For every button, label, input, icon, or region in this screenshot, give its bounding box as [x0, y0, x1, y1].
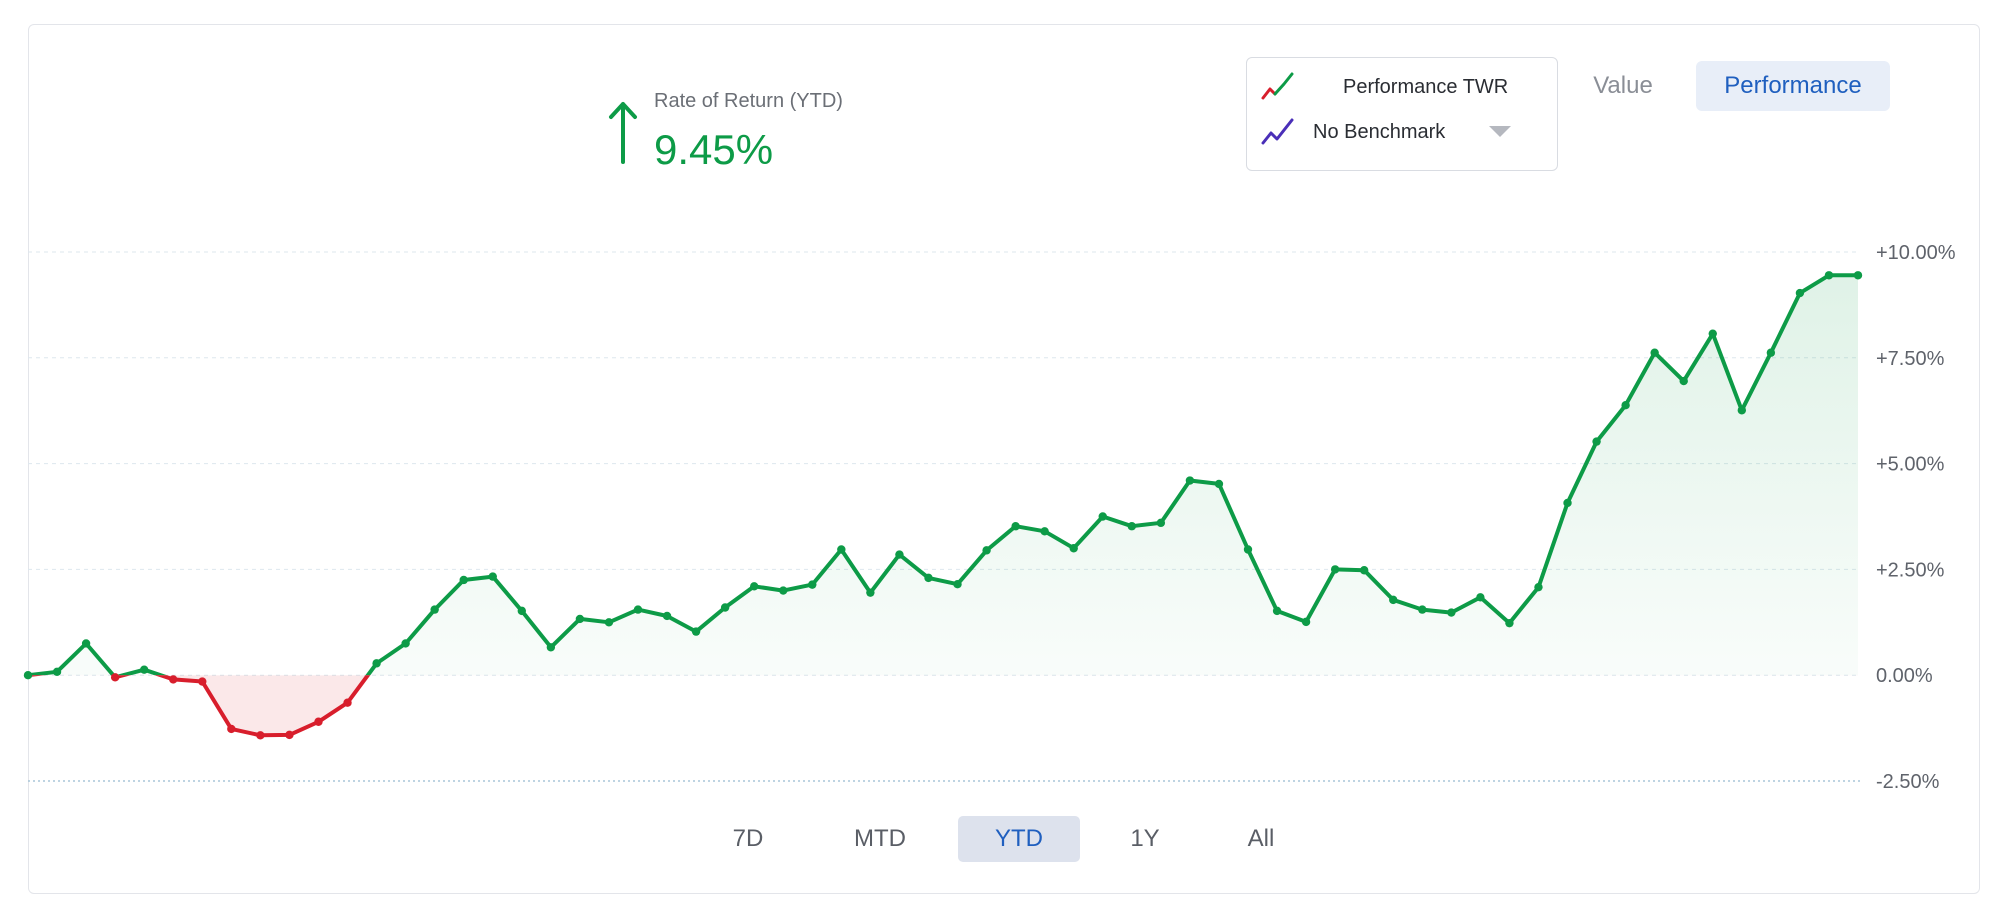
data-point[interactable] [1359, 566, 1369, 575]
data-point[interactable] [662, 611, 672, 621]
data-point[interactable] [1418, 605, 1427, 614]
range-1y-button[interactable]: 1Y [1130, 825, 1160, 852]
data-point[interactable] [1534, 582, 1543, 592]
data-point[interactable] [837, 545, 846, 554]
data-point[interactable] [546, 643, 556, 652]
data-point[interactable] [1592, 437, 1601, 446]
data-point[interactable] [1853, 271, 1863, 280]
series-line-positive [26, 273, 1860, 676]
rate-of-return-value: 9.45% [654, 126, 774, 173]
data-point[interactable] [633, 605, 643, 614]
data-point[interactable] [604, 618, 614, 627]
data-point[interactable] [1214, 479, 1224, 489]
data-point[interactable] [720, 603, 730, 612]
y-tick-label: +2.50% [1876, 559, 1945, 581]
data-point[interactable] [575, 614, 585, 624]
range-7d-button[interactable]: 7D [732, 825, 764, 852]
data-point[interactable] [1708, 329, 1717, 338]
data-point[interactable] [314, 717, 323, 726]
data-point[interactable] [1069, 544, 1078, 553]
range-mtd-button[interactable]: MTD [854, 825, 906, 852]
data-point[interactable] [1795, 288, 1805, 298]
data-point[interactable] [1563, 498, 1572, 508]
y-tick-label: 0.00% [1876, 665, 1933, 687]
legend-label-performance: Performance TWR [1343, 76, 1509, 98]
rate-of-return-label: Rate of Return (YTD) [654, 90, 843, 112]
data-point[interactable] [52, 667, 62, 677]
arrow-up-icon [609, 102, 637, 164]
y-tick-label: +7.50% [1876, 348, 1945, 370]
negative-area [28, 675, 1858, 736]
data-point[interactable] [227, 724, 236, 734]
data-point[interactable] [808, 580, 817, 589]
data-point[interactable] [285, 730, 294, 740]
value-toggle-button[interactable]: Value [1593, 72, 1653, 99]
data-point[interactable] [749, 582, 759, 591]
data-point[interactable] [1156, 518, 1166, 528]
data-point[interactable] [1011, 522, 1020, 531]
y-tick-label: +10.00% [1876, 242, 1956, 264]
data-point[interactable] [1476, 593, 1485, 602]
data-point[interactable] [169, 675, 178, 684]
data-point[interactable] [256, 731, 265, 740]
data-point[interactable] [1679, 376, 1688, 386]
data-point[interactable] [1621, 400, 1630, 410]
performance-line-icon [1261, 72, 1294, 100]
data-point[interactable] [1127, 522, 1137, 531]
data-point[interactable] [430, 605, 439, 614]
data-point[interactable] [198, 677, 207, 686]
series-line-negative [26, 675, 371, 738]
y-tick-label: +5.00% [1876, 454, 1945, 476]
data-point[interactable] [866, 588, 875, 597]
data-point[interactable] [924, 573, 933, 583]
data-point[interactable] [1766, 348, 1776, 357]
data-point[interactable] [1243, 545, 1253, 554]
data-point[interactable] [1737, 406, 1747, 415]
data-point[interactable] [1301, 617, 1311, 627]
y-tick-label: -2.50% [1876, 771, 1940, 793]
data-point[interactable] [110, 673, 120, 682]
data-point[interactable] [1272, 606, 1282, 616]
performance-toggle-button[interactable]: Performance [1696, 61, 1890, 111]
data-point[interactable] [1824, 271, 1834, 280]
data-point[interactable] [982, 546, 991, 555]
data-point[interactable] [953, 580, 962, 589]
data-point[interactable] [459, 575, 468, 585]
data-point[interactable] [1040, 527, 1049, 536]
chevron-down-icon[interactable] [1489, 126, 1511, 137]
data-point[interactable] [23, 671, 33, 680]
data-point[interactable] [1330, 565, 1340, 574]
data-point[interactable] [1505, 618, 1514, 628]
data-point[interactable] [1098, 512, 1107, 521]
data-point[interactable] [779, 586, 788, 595]
data-point[interactable] [895, 550, 904, 559]
benchmark-selector[interactable]: No Benchmark [1261, 117, 1545, 147]
data-point[interactable] [1389, 595, 1398, 605]
data-point[interactable] [517, 606, 527, 616]
data-point[interactable] [372, 659, 381, 668]
data-point[interactable] [1185, 476, 1195, 485]
data-point[interactable] [488, 572, 497, 581]
positive-area [28, 275, 1858, 676]
data-point[interactable] [81, 639, 91, 648]
legend-item-performance: Performance TWR [1261, 72, 1545, 102]
benchmark-line-icon [1261, 118, 1294, 145]
legend-label-benchmark: No Benchmark [1313, 121, 1446, 143]
data-point[interactable] [1447, 608, 1456, 617]
chart-legend: Performance TWR No Benchmark [1246, 57, 1558, 171]
data-point[interactable] [691, 627, 701, 636]
data-point[interactable] [401, 639, 410, 648]
data-point[interactable] [1650, 348, 1659, 357]
data-point[interactable] [139, 665, 149, 674]
range-all-button[interactable]: All [1247, 825, 1275, 852]
range-ytd-button[interactable]: YTD [958, 816, 1080, 862]
data-point[interactable] [343, 698, 352, 707]
